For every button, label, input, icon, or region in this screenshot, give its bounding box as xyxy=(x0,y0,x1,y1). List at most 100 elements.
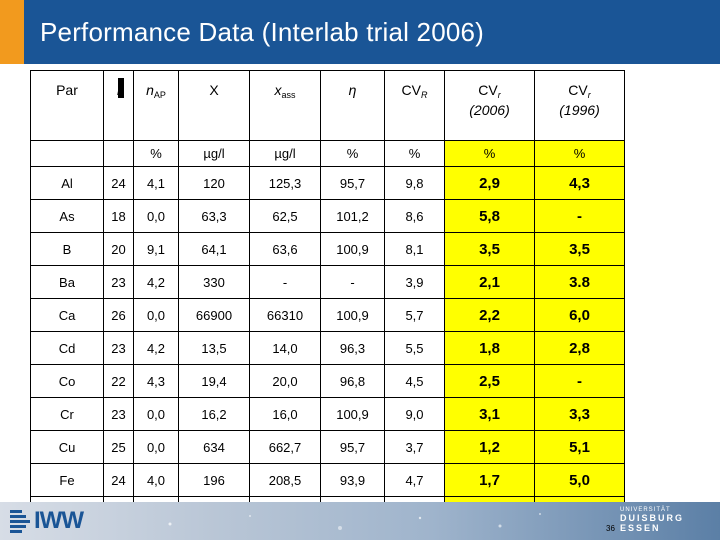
value-cell: 5,7 xyxy=(384,298,445,332)
value-cell: 3,1 xyxy=(444,397,535,431)
value-cell: 2,9 xyxy=(444,166,535,200)
value-cell: 330 xyxy=(178,265,250,299)
table-row: Co 22 4,3 19,4 20,0 96,8 4,5 2,5- xyxy=(30,364,625,398)
value-cell: 63,6 xyxy=(249,232,321,266)
footer-band xyxy=(0,502,720,540)
value-cell: 63,3 xyxy=(178,199,250,233)
value-cell: 4,1 xyxy=(133,166,179,200)
value-cell: 0,0 xyxy=(133,298,179,332)
accent-stripe xyxy=(0,0,24,64)
value-cell: 23 xyxy=(103,331,134,365)
table-row: B 20 9,1 64,1 63,6 100,9 8,1 3,5 3,5 xyxy=(30,232,625,266)
value-cell: 4,5 xyxy=(384,364,445,398)
header-x: X xyxy=(178,70,250,141)
uni-line-2: DUISBURG xyxy=(620,513,685,523)
header-eta: η xyxy=(320,70,385,141)
value-cell: 0,0 xyxy=(133,430,179,464)
value-cell: 2,1 xyxy=(444,265,535,299)
unit-row: % µg/l µg/l % % % % xyxy=(30,140,625,167)
value-cell: 100,9 xyxy=(320,397,385,431)
header-xass: xass xyxy=(249,70,321,141)
value-cell: 1,7 xyxy=(444,463,535,497)
value-cell: 96,8 xyxy=(320,364,385,398)
value-cell: 64,1 xyxy=(178,232,250,266)
value-cell: 13,5 xyxy=(178,331,250,365)
value-cell: 0,0 xyxy=(133,397,179,431)
unit-cell: % xyxy=(444,140,535,167)
unit-cell xyxy=(103,140,134,167)
parameter-cell: Ca xyxy=(30,298,104,332)
value-cell: 3,7 xyxy=(384,430,445,464)
value-cell: 9,0 xyxy=(384,397,445,431)
parameter-cell: Ba xyxy=(30,265,104,299)
table-row: Fe 24 4,0 196 208,5 93,9 4,7 1,7 5,0 xyxy=(30,463,625,497)
logo-bars-icon xyxy=(10,509,30,533)
value-cell: 2,2 xyxy=(444,298,535,332)
table-row: Ba 23 4,2 330- -3,9 2,1 3.8 xyxy=(30,265,625,299)
table-row: As 18 0,0 63,3 62,5 101,2 8,6 5,8- xyxy=(30,199,625,233)
value-cell: 5,5 xyxy=(384,331,445,365)
value-cell: 662,7 xyxy=(249,430,321,464)
table-row: Cr 23 0,0 16,2 16,0 100,9 9,0 3,1 3,3 xyxy=(30,397,625,431)
table-row: Al 24 4,1 120 125,3 95,7 9,8 2,9 4,3 xyxy=(30,166,625,200)
value-cell: 3,3 xyxy=(534,397,625,431)
iww-logo-text: IWW xyxy=(34,507,84,534)
value-cell: 95,7 xyxy=(320,166,385,200)
value-cell: 125,3 xyxy=(249,166,321,200)
parameter-cell: Al xyxy=(30,166,104,200)
decorative-dots xyxy=(168,513,541,530)
value-cell: 20 xyxy=(103,232,134,266)
table-row: Cu 25 0,0 634 662,7 95,7 3,7 1,2 5,1 xyxy=(30,430,625,464)
value-cell: 22 xyxy=(103,364,134,398)
value-cell: 101,2 xyxy=(320,199,385,233)
value-cell: 19,4 xyxy=(178,364,250,398)
parameter-cell: Cr xyxy=(30,397,104,431)
page-number: 36 xyxy=(606,524,615,533)
header-l: l xyxy=(103,70,134,141)
value-cell: 25 xyxy=(103,430,134,464)
parameter-cell: As xyxy=(30,199,104,233)
table-row: Cd 23 4,2 13,5 14,0 96,3 5,5 1,8 2,8 xyxy=(30,331,625,365)
value-cell: 4,3 xyxy=(534,166,625,200)
value-cell: 100,9 xyxy=(320,298,385,332)
value-cell: 1,2 xyxy=(444,430,535,464)
unit-cell: % xyxy=(133,140,179,167)
value-cell: 9,8 xyxy=(384,166,445,200)
uni-line-1: UNIVERSITÄT xyxy=(620,507,671,513)
iww-logo: IWW xyxy=(10,507,84,534)
value-cell: 2,5 xyxy=(444,364,535,398)
value-cell: 20,0 xyxy=(249,364,321,398)
value-cell: - xyxy=(249,265,321,299)
value-cell: 9,1 xyxy=(133,232,179,266)
header-nap: nAP xyxy=(133,70,179,141)
value-cell: 3,5 xyxy=(534,232,625,266)
value-cell: 8,6 xyxy=(384,199,445,233)
value-cell: 3,5 xyxy=(444,232,535,266)
unit-cell xyxy=(30,140,104,167)
value-cell: 24 xyxy=(103,166,134,200)
header-cvr-2006: CVr (2006) xyxy=(444,70,535,141)
unit-cell: µg/l xyxy=(249,140,321,167)
value-cell: 120 xyxy=(178,166,250,200)
unit-cell: % xyxy=(320,140,385,167)
value-cell: 4,3 xyxy=(133,364,179,398)
parameter-cell: Co xyxy=(30,364,104,398)
university-logo: UNIVERSITÄT DUISBURG ESSEN xyxy=(620,507,716,533)
value-cell: 23 xyxy=(103,265,134,299)
title-bar: Performance Data (Interlab trial 2006) xyxy=(0,0,720,64)
value-cell: 196 xyxy=(178,463,250,497)
value-cell: 23 xyxy=(103,397,134,431)
value-cell: 5,1 xyxy=(534,430,625,464)
value-cell: 6,0 xyxy=(534,298,625,332)
value-cell: 2,8 xyxy=(534,331,625,365)
value-cell: 4,2 xyxy=(133,331,179,365)
value-cell: - xyxy=(534,364,625,398)
unit-cell: % xyxy=(534,140,625,167)
value-cell: 24 xyxy=(103,463,134,497)
value-cell: 93,9 xyxy=(320,463,385,497)
value-cell: 96,3 xyxy=(320,331,385,365)
value-cell: 14,0 xyxy=(249,331,321,365)
unit-cell: % xyxy=(384,140,445,167)
value-cell: 634 xyxy=(178,430,250,464)
uni-line-3: ESSEN xyxy=(620,523,661,533)
